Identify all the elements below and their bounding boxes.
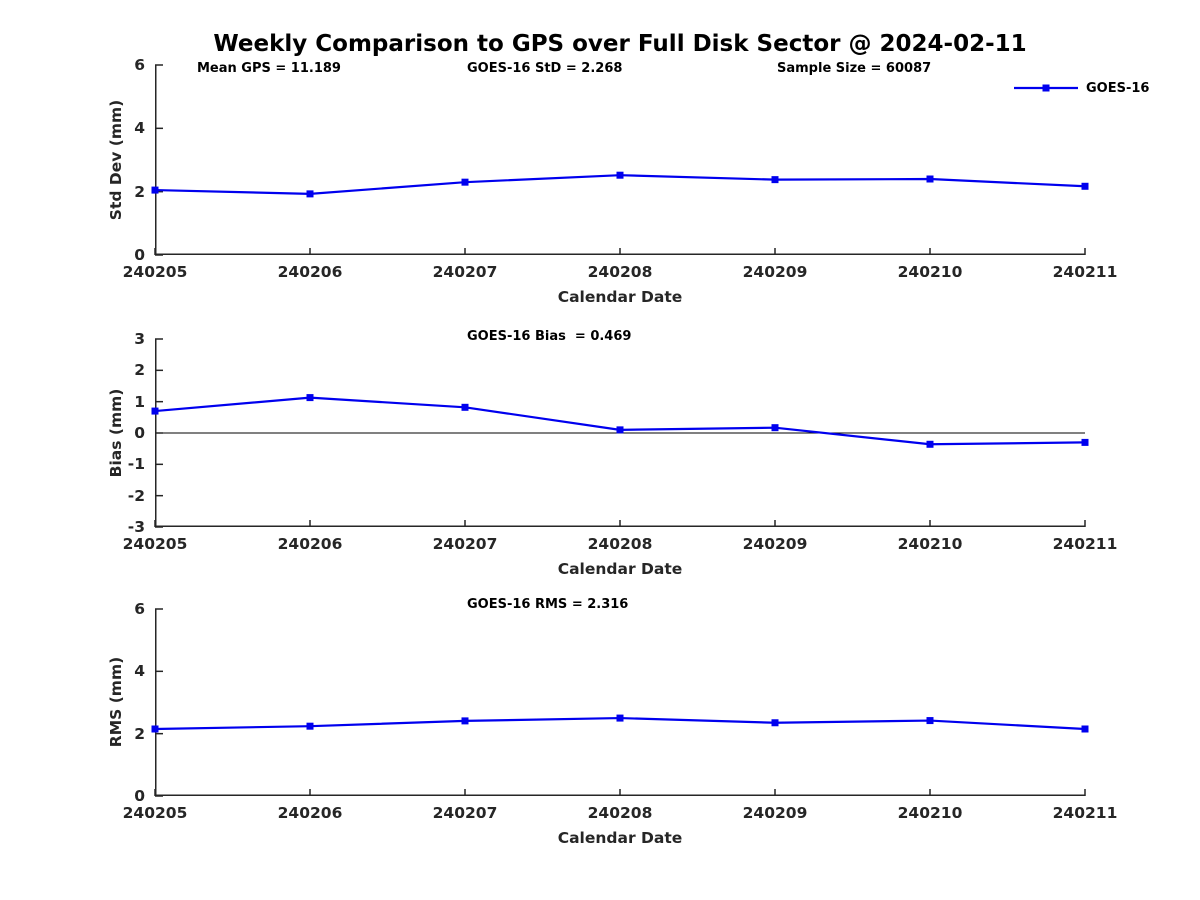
y-tick-label: -1	[127, 455, 145, 473]
y-tick-label: 6	[134, 600, 145, 618]
annotation-mean-gps: Mean GPS = 11.189	[197, 61, 341, 76]
x-tick-label: 240209	[742, 804, 808, 822]
x-tick-label: 240207	[432, 804, 498, 822]
plot-area-bias	[151, 338, 1089, 528]
y-tick-label: 2	[134, 725, 145, 743]
y-tick-label: 1	[134, 393, 145, 411]
annotation-sample-size: Sample Size = 60087	[777, 61, 932, 76]
x-tick-label: 240210	[897, 535, 963, 553]
x-tick-label: 240208	[587, 535, 653, 553]
x-tick-label: 240210	[897, 263, 963, 281]
annotation-rms: GOES-16 RMS = 2.316	[467, 597, 629, 612]
x-tick-label: 240211	[1052, 263, 1118, 281]
x-tick-label: 240208	[587, 263, 653, 281]
legend-entry-goes16: GOES-16	[1086, 81, 1150, 96]
annotation-bias: GOES-16 Bias = 0.469	[467, 329, 632, 344]
x-tick-label: 240211	[1052, 535, 1118, 553]
x-tick-label: 240207	[432, 535, 498, 553]
y-tick-label: 4	[134, 662, 145, 680]
annotation-std: GOES-16 StD = 2.268	[467, 61, 623, 76]
x-tick-label: 240205	[122, 263, 188, 281]
x-tick-label: 240206	[277, 535, 343, 553]
x-tick-label: 240205	[122, 535, 188, 553]
x-tick-label: 240210	[897, 804, 963, 822]
x-tick-label: 240211	[1052, 804, 1118, 822]
y-tick-label: 0	[134, 246, 145, 264]
plot-area-std	[151, 64, 1089, 256]
y-tick-label: 2	[134, 183, 145, 201]
y-tick-label: 2	[134, 361, 145, 379]
x-tick-label: 240207	[432, 263, 498, 281]
y-tick-label: 4	[134, 119, 145, 137]
legend-line-marker-icon	[1014, 84, 1078, 92]
x-tick-label: 240206	[277, 263, 343, 281]
x-tick-label: 240208	[587, 804, 653, 822]
y-tick-label: 6	[134, 56, 145, 74]
figure-title: Weekly Comparison to GPS over Full Disk …	[213, 31, 1027, 57]
x-axis-label-rms: Calendar Date	[557, 829, 683, 847]
x-tick-label: 240205	[122, 804, 188, 822]
x-axis-label-bias: Calendar Date	[557, 560, 683, 578]
plot-area-rms	[151, 608, 1089, 797]
x-tick-label: 240209	[742, 263, 808, 281]
x-tick-label: 240206	[277, 804, 343, 822]
y-tick-label: -2	[127, 487, 145, 505]
y-tick-label: 0	[134, 424, 145, 442]
x-tick-label: 240209	[742, 535, 808, 553]
x-axis-label-std: Calendar Date	[557, 288, 683, 306]
y-tick-label: 0	[134, 787, 145, 805]
y-tick-label: 3	[134, 330, 145, 348]
y-tick-label: -3	[127, 518, 145, 536]
